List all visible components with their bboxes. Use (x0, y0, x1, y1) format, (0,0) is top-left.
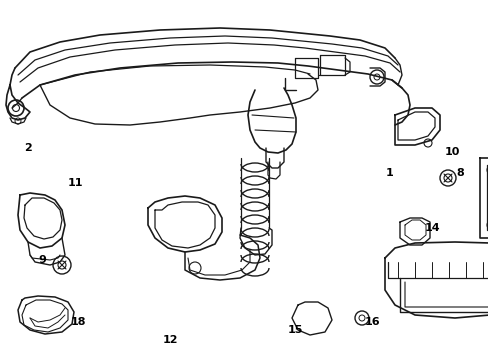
Text: 8: 8 (455, 168, 463, 178)
Text: 11: 11 (67, 178, 82, 188)
Text: 12: 12 (162, 335, 177, 345)
Text: 9: 9 (38, 255, 46, 265)
Text: 10: 10 (444, 147, 459, 157)
Text: 18: 18 (70, 317, 85, 327)
Text: 14: 14 (423, 223, 439, 233)
Text: 1: 1 (386, 168, 393, 178)
Text: 16: 16 (364, 317, 379, 327)
Text: 2: 2 (24, 143, 32, 153)
Text: 15: 15 (287, 325, 302, 335)
